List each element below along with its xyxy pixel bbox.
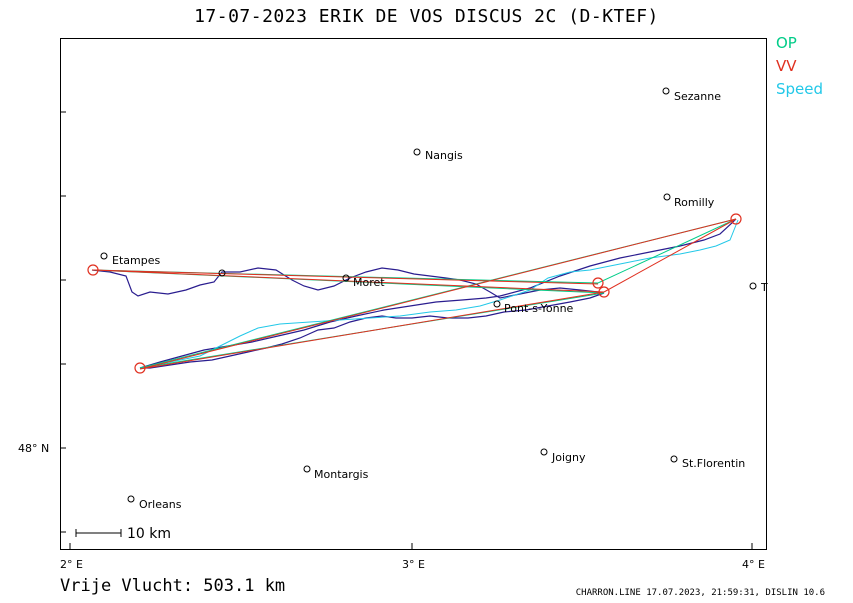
town-label-joigny: Joigny	[551, 451, 586, 464]
turnpoint-marker	[592, 277, 604, 289]
flight-track	[91, 218, 737, 369]
town-label-orleans: Orleans	[139, 498, 182, 511]
scale-bar	[75, 529, 122, 537]
legend-op: OP	[776, 34, 797, 52]
x-tick-4e: 4° E	[742, 558, 765, 571]
footer-info: CHARRON.LINE 17.07.2023, 21:59:31, DISLI…	[575, 588, 825, 598]
map-frame	[60, 38, 767, 550]
town-label-st-florentin: St.Florentin	[682, 457, 745, 470]
map-title: 17-07-2023 ERIK DE VOS DISCUS 2C (D-KTEF…	[194, 6, 659, 27]
op-line	[91, 218, 737, 369]
y-ticks	[60, 111, 753, 549]
town-label-pont-s-yonne: Pont-s-Yonne	[504, 302, 574, 315]
turnpoint-marker	[598, 286, 610, 298]
town-label-romilly: Romilly	[674, 196, 715, 209]
turnpoint-marker	[134, 362, 146, 374]
town-label-montargis: Montargis	[314, 468, 369, 481]
town-label-moret: Moret	[353, 276, 385, 289]
turnpoint-marker	[87, 264, 99, 276]
turnpoint-marker	[730, 213, 742, 225]
town-markers	[100, 87, 757, 503]
scale-label: 10 km	[127, 526, 171, 542]
free-flight-distance: Vrije Vlucht: 503.1 km	[60, 576, 286, 596]
legend-vv: VV	[776, 57, 797, 75]
legend-speed: Speed	[776, 80, 824, 98]
town-label-t: T	[760, 281, 768, 294]
town-label-nangis: Nangis	[425, 149, 463, 162]
town-label-etampes: Etampes	[112, 254, 160, 267]
town-label-sezanne: Sezanne	[674, 90, 721, 103]
turnpoints	[87, 213, 742, 374]
vv-line	[91, 218, 737, 370]
x-tick-2e: 2° E	[60, 558, 83, 571]
x-tick-3e: 3° E	[402, 558, 425, 571]
y-tick-48n: 48° N	[18, 442, 49, 455]
